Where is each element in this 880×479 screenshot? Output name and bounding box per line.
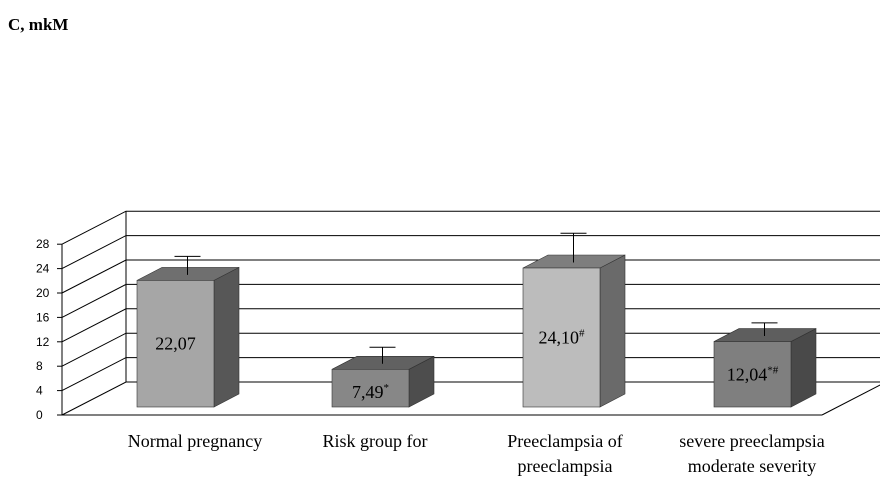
- bar-group: 12,04*#: [713, 322, 817, 408]
- category-label: Risk group for: [323, 431, 428, 451]
- bar-side: [599, 254, 626, 408]
- bar-side: [213, 266, 240, 408]
- grid-layer: 0 4 8 12 16 20 24 28: [36, 210, 880, 422]
- bar-side: [790, 328, 817, 408]
- label-layer: Normal pregnancy Risk group for Preeclamps…: [128, 431, 825, 476]
- bar: [713, 341, 792, 408]
- gridline: [61, 210, 880, 245]
- bars-layer: 22,07 7,49* 24,10# 12,04*#: [136, 232, 817, 408]
- bar-group: 24,10#: [522, 232, 626, 408]
- y-tick-label: 12: [36, 335, 50, 349]
- bar: [522, 267, 601, 408]
- category-label: Preeclampsia of: [507, 431, 622, 451]
- y-tick-label: 24: [36, 262, 50, 276]
- category-label-line2: preeclampsia: [518, 456, 613, 476]
- bar-group: 7,49*: [331, 346, 435, 408]
- bar: [136, 280, 215, 408]
- y-tick-label: 8: [36, 359, 43, 373]
- floor-right-edge: [821, 384, 880, 416]
- y-tick-label: 16: [36, 310, 50, 324]
- gridline: [61, 235, 880, 270]
- bar-group: 22,07: [136, 255, 240, 408]
- y-tick-label: 20: [36, 286, 50, 300]
- data-label: 12,04*#: [727, 364, 779, 384]
- data-label: 24,10#: [539, 327, 586, 347]
- y-tick-label: 4: [36, 384, 43, 398]
- bar: [331, 369, 410, 408]
- data-label: 7,49*: [352, 382, 389, 402]
- y-tick-label: 28: [36, 237, 50, 251]
- category-label: severe preeclampsia: [679, 431, 824, 451]
- category-label: Normal pregnancy: [128, 431, 262, 451]
- data-label: 22,07: [155, 334, 196, 354]
- y-tick-label: 0: [36, 408, 43, 422]
- category-label-line2: moderate severity: [688, 456, 816, 476]
- y-axis-label: C, mkM: [8, 15, 68, 34]
